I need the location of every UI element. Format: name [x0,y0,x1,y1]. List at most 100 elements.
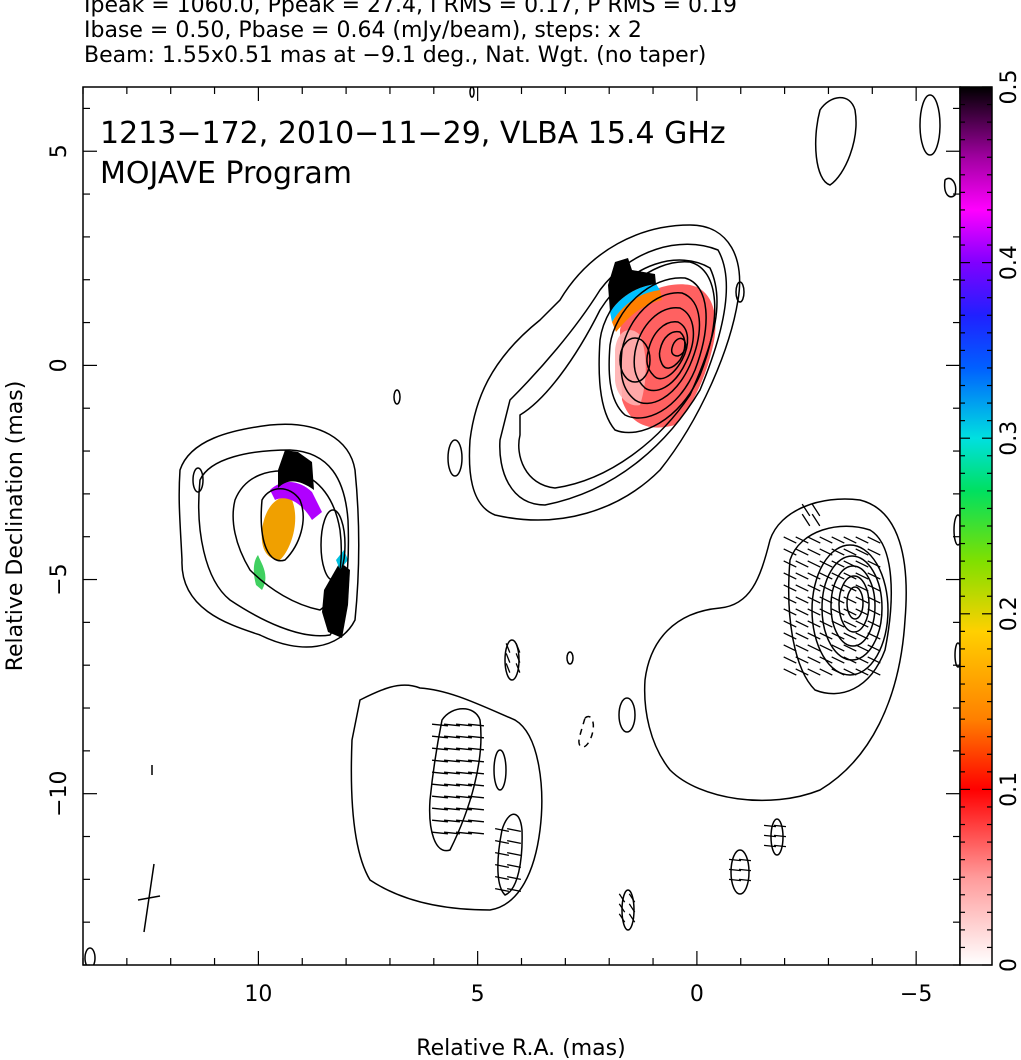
polarization-vector [831,668,845,676]
polarization-vector [867,620,881,628]
contour-jet-blob [619,337,651,383]
polarization-vector [507,839,521,845]
contour-west-3 [811,544,889,676]
pol-region-east-black [278,450,314,490]
polarization-vector [783,572,797,580]
polarization-vector [831,596,845,604]
contour-core-4 [633,307,695,392]
colorbar-tick-label: 0.1 [997,772,1021,807]
contour-east-spot [192,467,204,493]
polarization-vector [443,831,461,835]
colorbar-tick-label: 0.4 [997,245,1021,280]
polarization-vector [843,584,857,592]
polarization-vector [773,844,787,848]
polarization-vector [628,893,636,903]
polarization-vector [867,584,881,592]
polarization-vector [763,844,777,848]
polarization-vector [507,863,521,869]
polarization-vector [618,903,626,913]
polarization-vector [867,656,881,664]
colorbar-labels: 0 0.1 0.2 0.3 0.4 0.5 [997,70,1021,973]
contour-edge-top-right-2 [919,94,941,156]
polarization-vector [783,548,797,556]
polarization-vector [867,548,881,556]
contour-west-7 [846,586,864,620]
contour-spot-2 [393,389,401,405]
polarization-vector [795,668,809,676]
pol-region-core-faint [615,330,646,406]
polarization-vector [807,536,821,544]
polarization-vector [843,620,857,628]
contour-spot-6 [566,651,574,665]
intensity-contours [84,87,960,965]
polarization-vector [431,807,449,811]
polarization-vector [507,827,521,833]
polarization-vector [843,632,857,640]
polarization-vector [431,723,449,727]
polarization-vector [515,643,521,653]
polarization-vector [807,560,821,568]
polarization-vector [783,668,797,676]
polarization-vector [495,863,509,869]
polarization-vector [819,644,833,652]
pol-region-east-black2 [322,562,350,638]
polarization-vector [819,584,833,592]
polarization-vector [795,656,809,664]
polarization-vector [831,560,845,568]
polarization-vector [467,759,485,763]
contour-edge-top-right [814,96,857,186]
polarization-vector [855,668,869,676]
polarization-vector [455,747,473,751]
contour-core-6 [658,330,686,369]
contour-spot-7 [618,697,636,733]
polarization-vector [467,783,485,787]
pol-region-east-green [253,555,266,590]
polarization-vector [467,819,485,823]
polarization-vector [811,513,821,527]
polarization-vector [867,608,881,616]
polarization-vector [855,536,869,544]
polarization-vector [443,735,461,739]
axis-ticks [82,87,961,966]
polarization-vector [807,620,821,628]
polarization-vector [431,819,449,823]
polarization-vector [431,783,449,787]
polarization-vector [819,668,833,676]
polarization-vector [443,819,461,823]
polarization-vector [783,536,797,544]
polarization-vector [807,644,821,652]
contour-west-spot-2 [954,642,960,668]
polarization-vector [807,548,821,556]
polarization-vectors [431,503,881,923]
x-axis-title: Relative R.A. (mas) [416,1036,625,1060]
contour-west-2 [787,525,892,695]
polarization-vector [831,548,845,556]
polarization-vector [867,560,881,568]
polarization-vector [505,653,511,663]
polarization-vector [867,536,881,544]
polarization-vector [831,536,845,544]
polarization-vector [807,632,821,640]
contour-south-spot [493,749,507,791]
polarization-vector [819,596,833,604]
polarization-vector [728,858,742,862]
polarization-vector [783,620,797,628]
polarization-vector [807,668,821,676]
polarization-vector [443,783,461,787]
polarization-vector [467,723,485,727]
polarization-vector [455,771,473,775]
polarization-vector [443,771,461,775]
polarization-vector [431,771,449,775]
polarization-vector [855,548,869,556]
polarization-vector [495,887,509,893]
polarization-vector [455,735,473,739]
polarization-vector [431,747,449,751]
contour-dashed-spot [578,715,595,748]
polarization-vector [763,824,777,828]
polarization-vector [819,536,833,544]
polarization-vector [795,644,809,652]
polarization-vector [618,913,626,923]
contour-west-6 [838,575,870,633]
polarization-vector [819,620,833,628]
